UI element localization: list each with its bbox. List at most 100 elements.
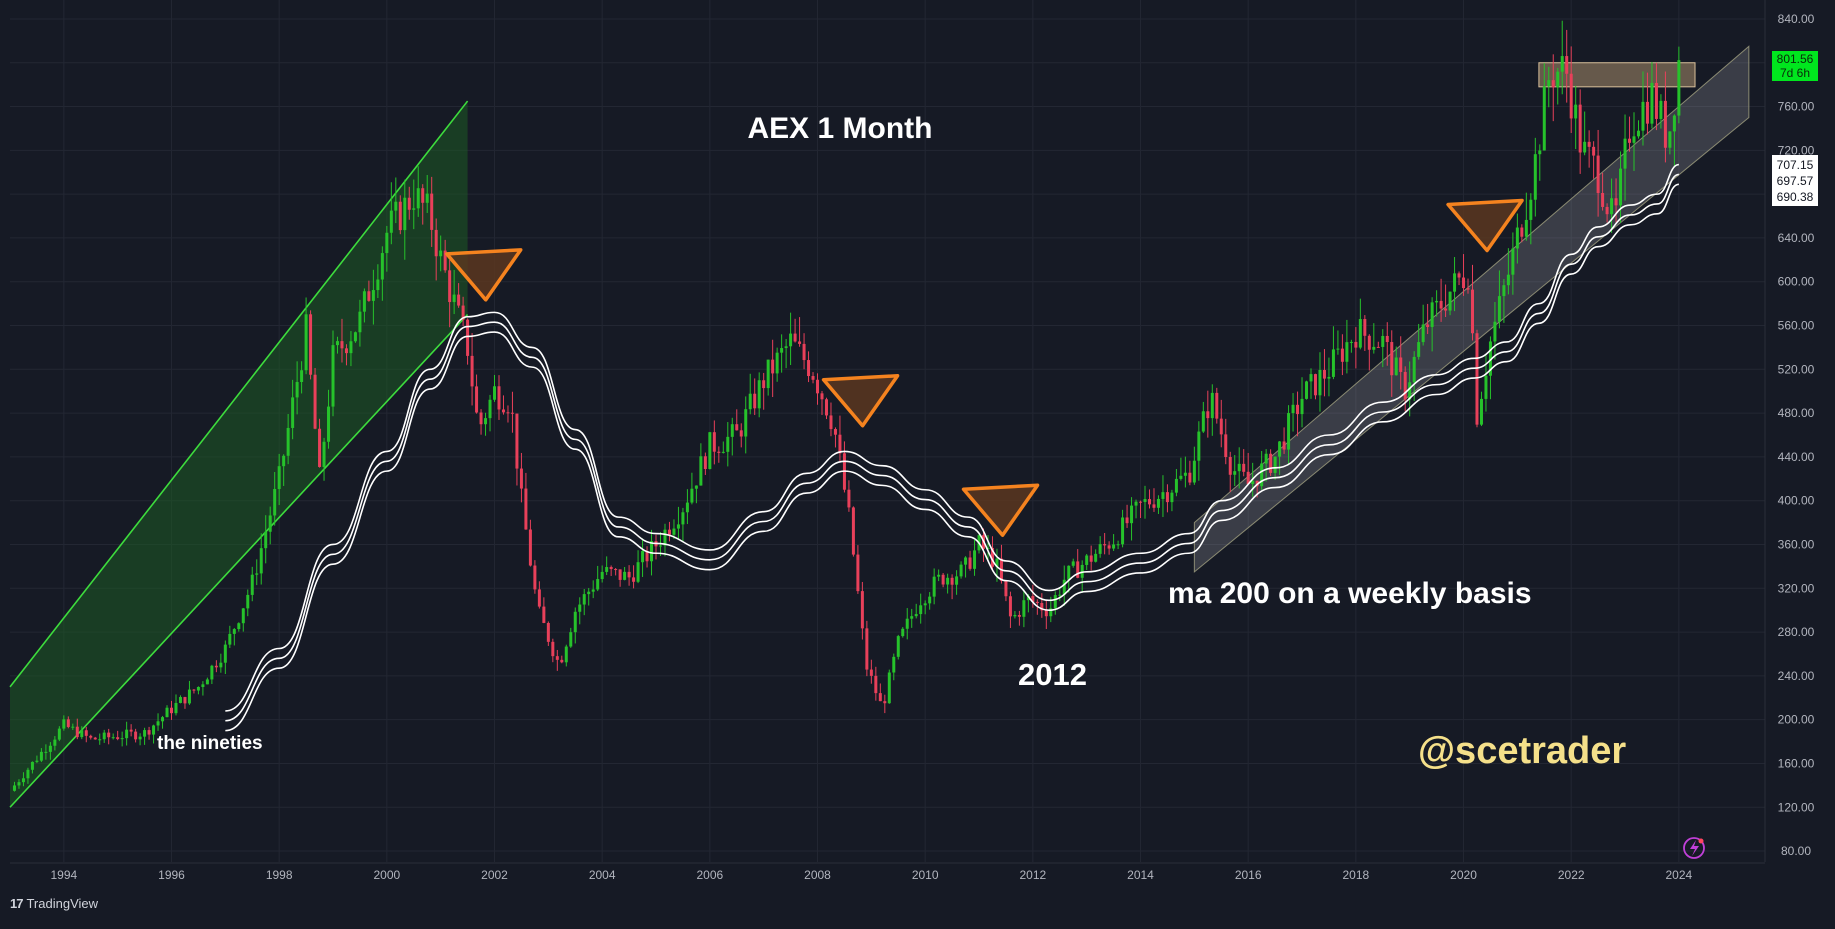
candle-body bbox=[1596, 155, 1600, 193]
candle-body bbox=[344, 348, 348, 354]
candle-body bbox=[358, 311, 362, 333]
candle-body bbox=[1067, 565, 1071, 580]
candle-body bbox=[865, 628, 869, 670]
candle-body bbox=[80, 730, 84, 738]
candle-body bbox=[1228, 457, 1232, 475]
candle-body bbox=[30, 761, 34, 770]
candle-body bbox=[443, 250, 447, 271]
candle-body bbox=[663, 529, 667, 546]
ma-line-3 bbox=[225, 183, 1680, 732]
y-tick-label: 400.00 bbox=[1778, 494, 1815, 508]
candle-body bbox=[775, 352, 779, 374]
x-tick-label: 2006 bbox=[696, 868, 723, 882]
candle-body bbox=[479, 412, 483, 425]
candle-body bbox=[1116, 544, 1120, 546]
candle-body bbox=[712, 432, 716, 452]
candle-body bbox=[537, 589, 541, 607]
candle-body bbox=[856, 554, 860, 592]
candle-body bbox=[1605, 206, 1609, 215]
candle-body bbox=[1174, 478, 1178, 493]
candle-body bbox=[1224, 434, 1228, 458]
candle-body bbox=[1143, 499, 1147, 502]
candle-body bbox=[681, 512, 685, 525]
candle-body bbox=[1044, 610, 1048, 617]
candle-body bbox=[461, 305, 465, 320]
candle-body bbox=[618, 569, 622, 580]
candle-body bbox=[1215, 392, 1219, 419]
candle-body bbox=[259, 548, 263, 574]
candle-body bbox=[1040, 603, 1044, 611]
candle-body bbox=[1130, 505, 1134, 524]
candle-body bbox=[784, 346, 788, 349]
candle-body bbox=[1587, 141, 1591, 147]
last-price-label: 801.56 7d 6h bbox=[1772, 51, 1818, 81]
candle-body bbox=[1094, 553, 1098, 562]
candle-body bbox=[1376, 346, 1380, 348]
candle-body bbox=[923, 603, 927, 606]
y-tick-label: 280.00 bbox=[1778, 625, 1815, 639]
candle-body bbox=[1551, 80, 1555, 88]
candle-body bbox=[493, 386, 497, 400]
brand-footer[interactable]: 17 TradingView bbox=[10, 896, 98, 911]
candle-body bbox=[53, 739, 57, 746]
candle-body bbox=[937, 574, 941, 577]
candle-body bbox=[1372, 346, 1376, 350]
candle-body bbox=[793, 333, 797, 342]
y-tick-label: 640.00 bbox=[1778, 231, 1815, 245]
x-tick-label: 2002 bbox=[481, 868, 508, 882]
y-tick-label: 600.00 bbox=[1778, 275, 1815, 289]
candle-body bbox=[874, 675, 878, 694]
candle-body bbox=[699, 456, 703, 486]
candle-body bbox=[21, 778, 25, 783]
candle-body bbox=[1363, 319, 1367, 336]
candle-body bbox=[286, 427, 290, 456]
candle-body bbox=[1502, 285, 1506, 297]
candle-body bbox=[183, 697, 187, 704]
candle-body bbox=[1435, 300, 1439, 303]
candle-body bbox=[609, 567, 613, 570]
candle-body bbox=[1206, 411, 1210, 419]
candle-body bbox=[1493, 321, 1497, 342]
y-tick-label: 200.00 bbox=[1778, 713, 1815, 727]
candle-body bbox=[174, 702, 178, 714]
candle-body bbox=[1439, 300, 1443, 309]
candle-body bbox=[762, 380, 766, 389]
candle-body bbox=[528, 529, 532, 566]
candle-body bbox=[152, 725, 156, 735]
candle-body bbox=[1677, 60, 1681, 116]
candle-body bbox=[600, 571, 604, 580]
candle-body bbox=[1601, 192, 1605, 207]
candle-body bbox=[192, 689, 196, 691]
candle-body bbox=[694, 485, 698, 489]
y-tick-label: 160.00 bbox=[1778, 756, 1815, 770]
candle-body bbox=[1336, 348, 1340, 350]
x-tick-label: 2004 bbox=[589, 868, 616, 882]
candle-body bbox=[475, 386, 479, 413]
ma-value-labels: 707.15 697.57 690.38 bbox=[1772, 155, 1818, 206]
candle-body bbox=[869, 669, 873, 676]
candle-body bbox=[1112, 544, 1116, 549]
lightning-icon[interactable] bbox=[1683, 837, 1705, 859]
candle-body bbox=[102, 732, 106, 740]
candle-body bbox=[1233, 471, 1237, 475]
candle-body bbox=[901, 628, 905, 637]
candle-body bbox=[98, 739, 102, 741]
candle-body bbox=[798, 341, 802, 344]
candle-body bbox=[914, 614, 918, 617]
candle-body bbox=[1318, 369, 1322, 396]
candle-body bbox=[614, 569, 618, 571]
candle-body bbox=[990, 547, 994, 567]
candle-body bbox=[1457, 273, 1461, 278]
candle-body bbox=[497, 386, 501, 410]
candle-body bbox=[1089, 555, 1093, 562]
candle-body bbox=[1475, 333, 1479, 425]
candle-body bbox=[228, 633, 232, 645]
candle-body bbox=[591, 589, 595, 592]
candle-body bbox=[1659, 100, 1663, 119]
candle-body bbox=[340, 341, 344, 349]
brand-name: TradingView bbox=[26, 896, 99, 911]
candle-body bbox=[1242, 463, 1246, 472]
candle-body bbox=[1246, 471, 1250, 485]
